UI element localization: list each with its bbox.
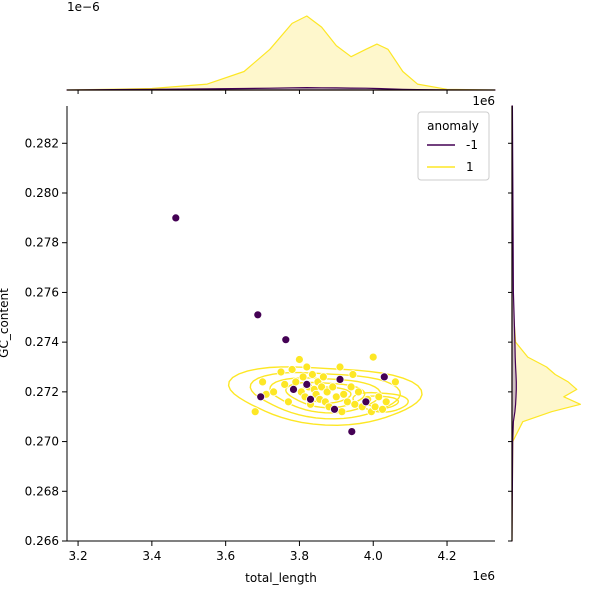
point-pos [250,407,260,417]
point-pos [339,389,349,399]
x-tick-label: 3.6 [216,549,235,563]
point-neg [330,404,339,414]
x-tick-label: 4.2 [437,549,456,563]
point-pos [318,372,328,382]
point-neg [289,384,298,394]
kde-contour-pos-3 [285,381,366,409]
point-pos [354,387,363,397]
right-marginal-density-neg [511,105,517,542]
point-pos [298,372,308,382]
y-tick-label: 0.274 [25,335,59,349]
scatter-points [171,213,400,437]
top-marginal-plot [66,15,496,91]
point-pos [283,397,293,407]
point-pos [335,362,345,372]
point-pos [331,392,341,402]
y-tick-label: 0.280 [25,186,59,200]
point-pos [269,387,279,397]
y-tick-label: 0.266 [25,534,59,548]
legend-title: anomaly [427,119,479,133]
point-pos [294,355,304,364]
right-marginal-offset-label: 1e6 [472,94,495,108]
point-pos [307,370,317,379]
x-tick-label: 3.8 [290,549,309,563]
legend-label-pos: 1 [466,160,474,174]
right-marginal-density-pos [511,105,581,542]
y-tick-label: 0.270 [25,435,59,449]
y-tick-label: 0.278 [25,236,59,250]
x-axis-label: total_length [245,571,317,585]
y-axis-label: GC_content [0,288,11,358]
point-neg [302,379,312,389]
main-plot [171,213,423,437]
point-pos [378,404,387,414]
point-pos [374,392,384,402]
point-pos [381,397,391,407]
point-pos [348,370,358,379]
kde-contour-pos-0 [227,366,423,427]
point-pos [368,352,378,362]
point-pos [346,382,356,392]
point-pos [258,377,268,387]
point-neg [253,310,263,320]
y-tick-label: 0.268 [25,484,59,498]
legend: anomaly -1 1 [417,111,490,181]
point-pos [370,402,380,412]
point-neg [306,394,315,404]
point-pos [328,382,338,392]
point-pos [350,399,360,409]
point-pos [287,365,297,374]
point-pos [276,367,286,377]
point-pos [322,387,332,397]
axes: 3.2 3.4 3.6 3.8 4.0 4.2 0.266 0.268 0.270 0.272 0.… [25,89,513,563]
point-neg [379,372,389,382]
y-tick-label: 0.276 [25,285,59,299]
legend-label-neg: -1 [466,138,478,152]
point-pos [342,397,352,407]
top-marginal-offset-label: 1e−6 [67,0,100,14]
x-tick-label: 3.2 [69,549,88,563]
point-neg [281,335,291,345]
point-neg [256,392,266,402]
point-pos [291,377,301,387]
legend-box [417,111,490,181]
point-neg [347,427,357,437]
point-pos [390,377,400,387]
point-neg [335,374,345,384]
kde-contour-pos-1 [249,371,402,420]
point-pos [337,407,347,417]
point-pos [317,382,327,392]
y-tick-label: 0.282 [25,136,59,150]
x-offset-label: 1e6 [472,569,495,583]
x-tick-label: 4.0 [364,549,383,563]
point-pos [302,362,312,372]
top-marginal-density-pos [66,15,496,91]
point-neg [171,213,181,223]
right-marginal-plot [511,105,581,542]
y-tick-label: 0.272 [25,385,59,399]
x-tick-label: 3.4 [142,549,161,563]
point-neg [361,397,371,407]
point-pos [280,379,290,389]
